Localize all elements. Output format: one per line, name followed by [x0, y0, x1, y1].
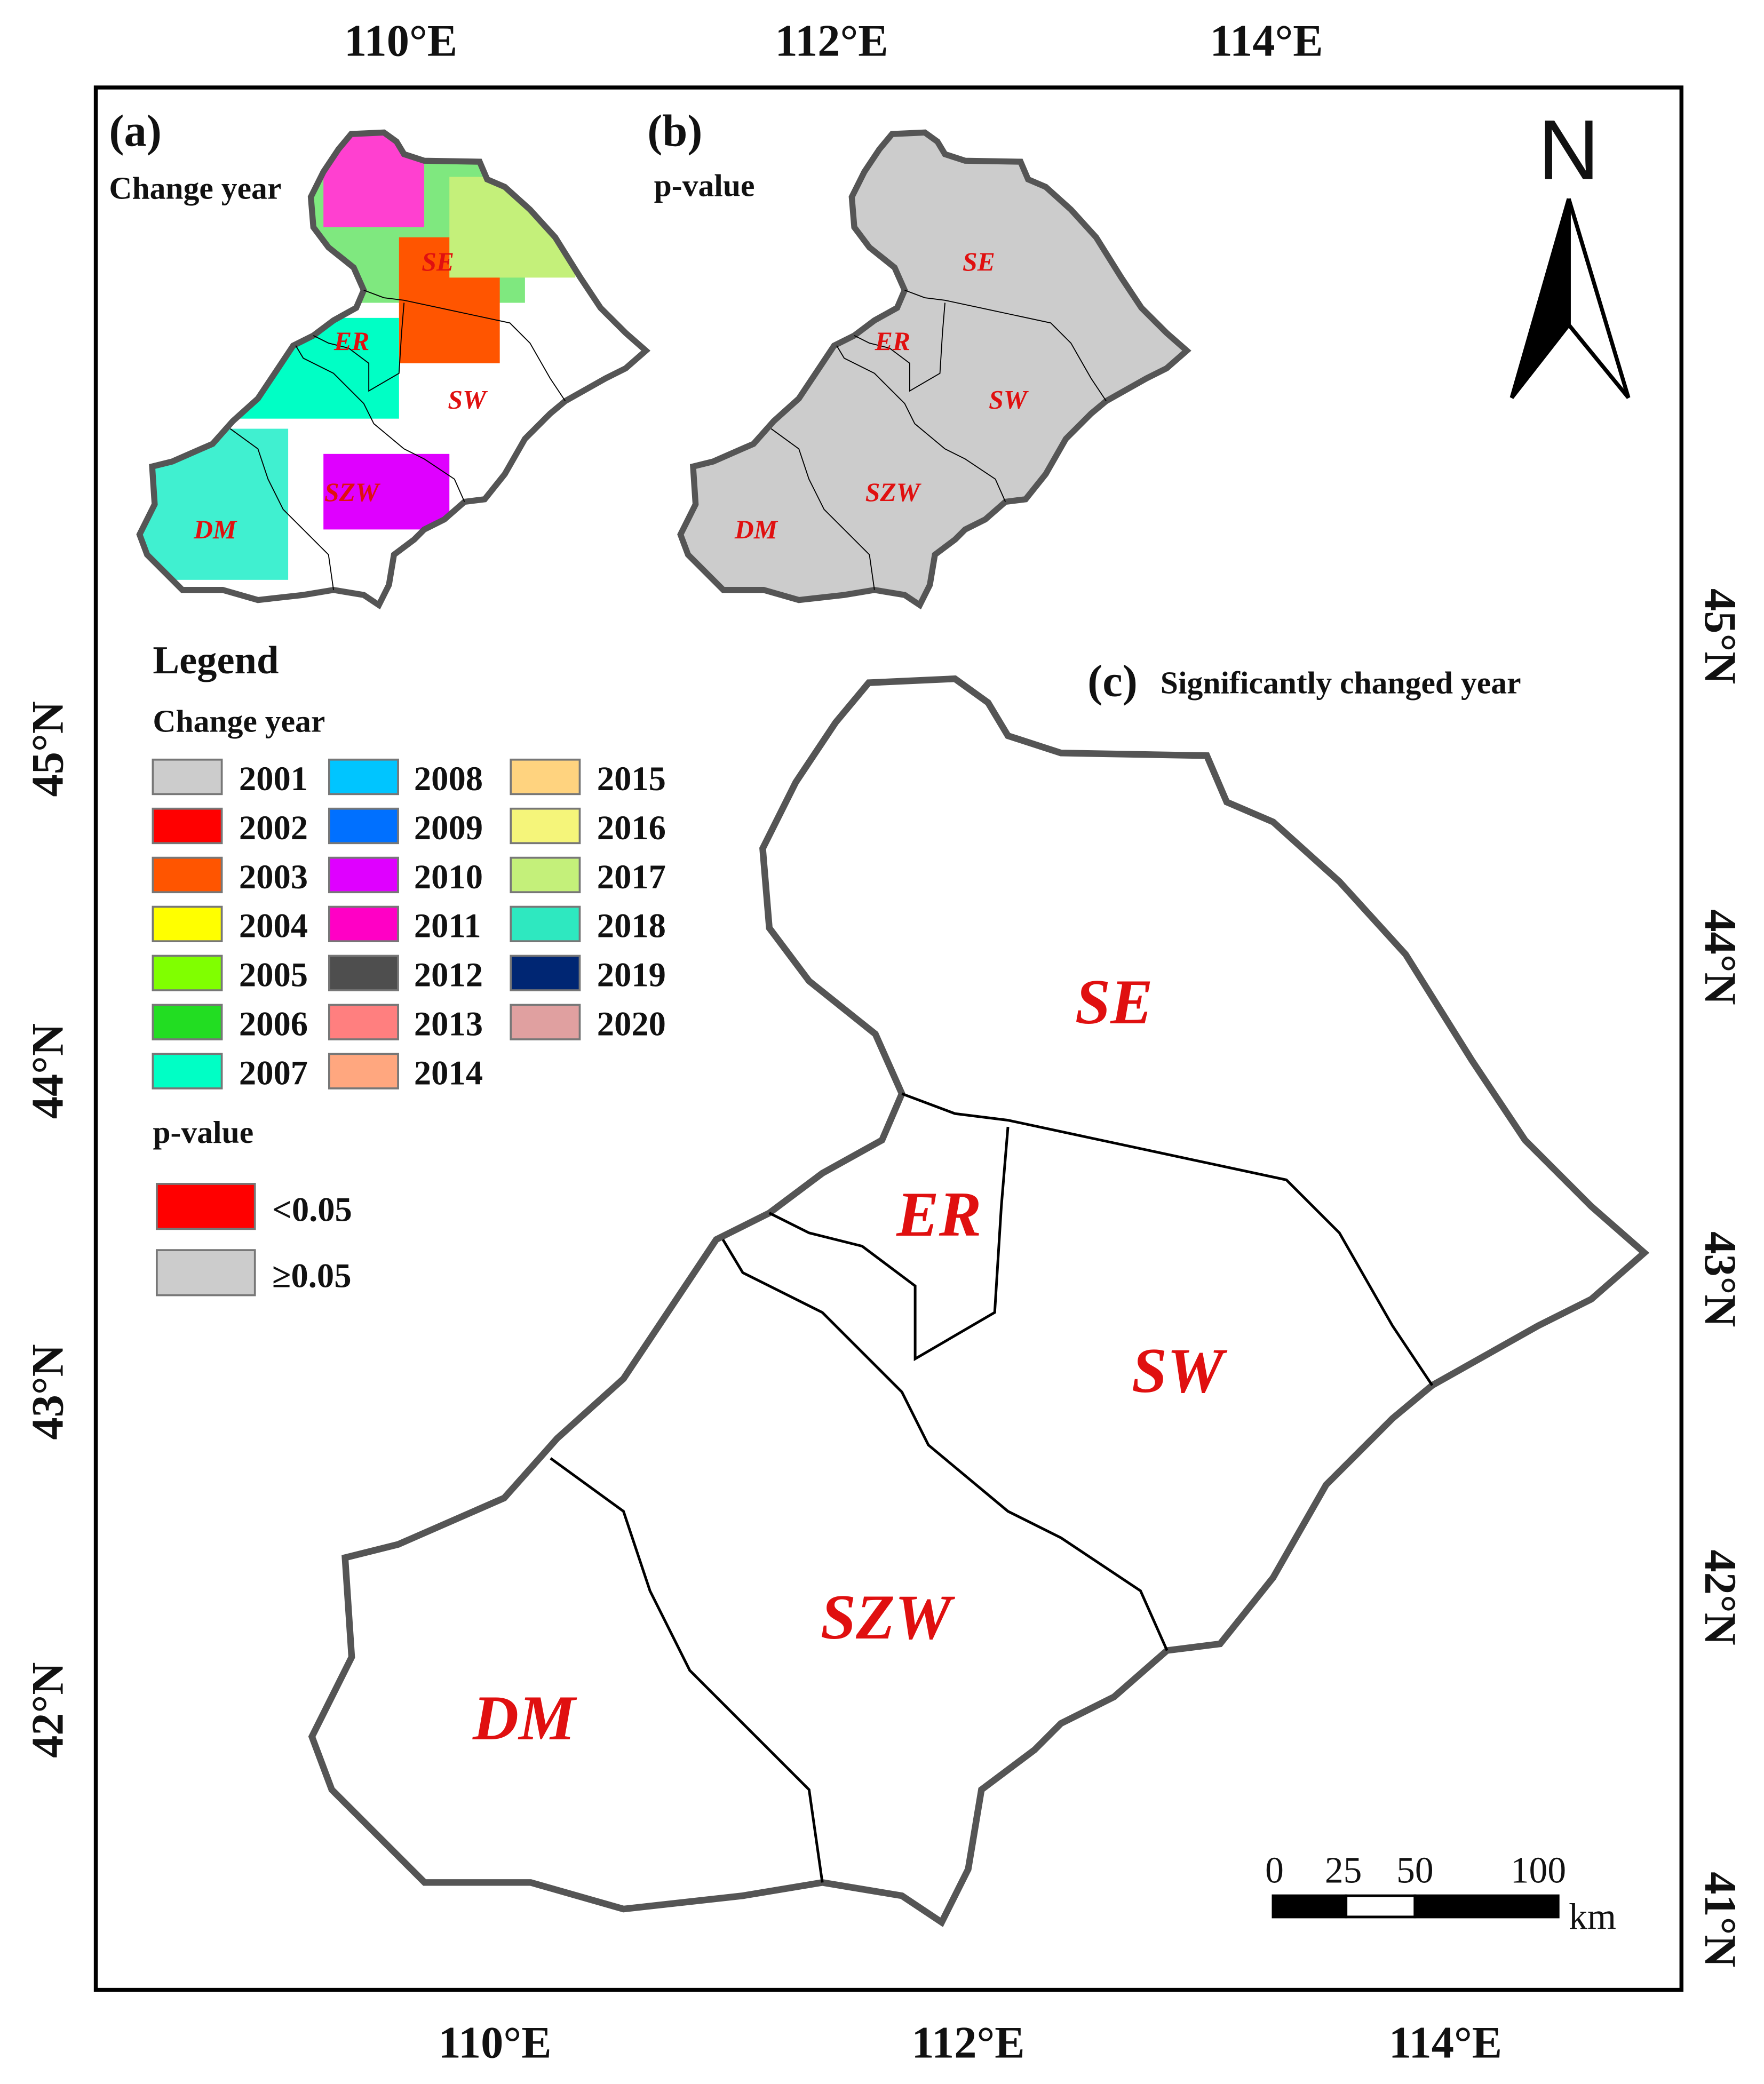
region-label: DM [472, 1683, 577, 1753]
legend-label: 2019 [597, 956, 666, 994]
legend-label: 2013 [414, 1005, 483, 1043]
legend-swatch [328, 758, 399, 796]
legend-swatch [328, 856, 399, 894]
frame [93, 85, 1684, 1992]
right-lat-label: 45°N [1695, 588, 1745, 684]
region-label: ER [333, 327, 369, 356]
legend-swatch [328, 1004, 399, 1040]
legend-swatch [152, 1004, 223, 1040]
legend-label: 2015 [597, 759, 666, 798]
legend-label: 2003 [239, 857, 308, 896]
legend-swatch [510, 1004, 581, 1040]
panel-label: (b) [647, 106, 702, 156]
region-label: SZW [821, 1582, 956, 1652]
scale-label: 50 [1396, 1850, 1434, 1891]
legend-swatch [510, 954, 581, 991]
region-label: ER [875, 327, 910, 356]
region-label: SW [1132, 1335, 1228, 1406]
left-lat-label: 44°N [23, 1023, 73, 1119]
bottom-lon-label: 112°E [911, 2018, 1024, 2067]
legend-swatch [152, 954, 223, 991]
legend-subtitle: Change year [153, 704, 325, 739]
legend-label: ≥0.05 [272, 1256, 352, 1295]
panel-title: Significantly changed year [1161, 665, 1521, 701]
legend-label: 2012 [414, 956, 483, 994]
legend-label: 2014 [414, 1054, 483, 1092]
legend-swatch [152, 905, 223, 943]
left-lat-label: 43°N [23, 1344, 73, 1439]
legend-swatch [152, 807, 223, 845]
left-lat-label: 45°N [23, 701, 73, 797]
scale-label: 100 [1511, 1850, 1566, 1891]
region-label: SW [989, 385, 1029, 414]
legend-swatch [152, 856, 223, 894]
region-label: SZW [324, 478, 381, 507]
legend-label: 2001 [239, 759, 308, 798]
region-label: SE [422, 247, 454, 276]
legend-swatch [155, 1183, 256, 1230]
top-lon-label: 114°E [1210, 16, 1323, 66]
scale-bar [1272, 1894, 1560, 1919]
panel-label: (a) [109, 106, 162, 156]
legend-title: Legend [153, 639, 279, 682]
legend-swatch [510, 905, 581, 943]
top-lon-label: 112°E [775, 16, 888, 66]
legend-label: 2018 [597, 906, 666, 945]
legend-label: 2016 [597, 808, 666, 847]
legend-swatch [328, 954, 399, 991]
legend-label: 2011 [414, 906, 481, 945]
legend-label: 2005 [239, 956, 308, 994]
region-label: SW [448, 385, 488, 414]
legend-swatch [510, 758, 581, 796]
right-lat-label: 42°N [1695, 1549, 1745, 1645]
north-label: N [1538, 102, 1600, 197]
region-label: SZW [865, 478, 922, 507]
legend-label: 2002 [239, 808, 308, 847]
north-arrow [1509, 198, 1631, 399]
legend-swatch [510, 856, 581, 894]
legend-label: <0.05 [272, 1190, 352, 1228]
left-lat-label: 42°N [23, 1663, 73, 1758]
bottom-lon-label: 110°E [438, 2018, 551, 2067]
bottom-lon-label: 114°E [1389, 2018, 1502, 2067]
legend-label: 2017 [597, 857, 666, 896]
legend-label: 2006 [239, 1005, 308, 1043]
panel-label: (c) [1087, 656, 1138, 706]
panel-title: Change year [109, 171, 281, 206]
scale-label: 25 [1325, 1850, 1362, 1891]
legend-label: 2004 [239, 906, 308, 945]
right-lat-label: 43°N [1695, 1231, 1745, 1327]
legend-swatch [328, 807, 399, 845]
panel-title: p-value [654, 168, 755, 203]
legend-label: 2020 [597, 1005, 666, 1043]
legend-swatch [328, 1053, 399, 1089]
region-label: DM [193, 515, 237, 544]
legend-label: 2009 [414, 808, 483, 847]
scale-label: 0 [1265, 1850, 1284, 1891]
top-lon-label: 110°E [344, 16, 457, 66]
legend-subtitle: p-value [153, 1115, 253, 1150]
region-label: DM [734, 515, 778, 544]
legend-swatch [328, 905, 399, 943]
scale-unit: km [1569, 1896, 1616, 1937]
region-label: SE [1075, 967, 1153, 1037]
legend-label: 2008 [414, 759, 483, 798]
right-lat-label: 44°N [1695, 909, 1745, 1005]
region-label: SE [963, 247, 995, 276]
legend-swatch [152, 758, 223, 796]
region-label: ER [896, 1179, 981, 1250]
right-lat-label: 41°N [1695, 1872, 1745, 1967]
legend-swatch [152, 1053, 223, 1089]
legend-swatch [510, 807, 581, 845]
legend-label: 2010 [414, 857, 483, 896]
legend-swatch [155, 1249, 256, 1296]
legend-label: 2007 [239, 1054, 308, 1092]
